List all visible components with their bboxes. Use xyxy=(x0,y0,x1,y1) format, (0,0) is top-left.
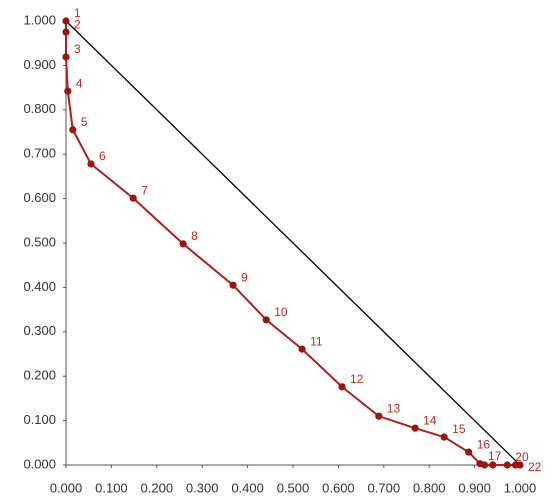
point xyxy=(503,461,511,469)
y-tick-label: 0.600 xyxy=(23,190,56,205)
point xyxy=(338,383,346,391)
point xyxy=(465,448,473,456)
point-label: 9 xyxy=(241,270,248,284)
point-label: 2 xyxy=(74,17,81,31)
x-tick-label: 0.500 xyxy=(277,480,310,495)
x-tick-label: 0.600 xyxy=(322,480,355,495)
point-label: 16 xyxy=(477,437,491,451)
y-tick-label: 0.200 xyxy=(23,368,56,383)
point xyxy=(179,240,187,248)
series-line xyxy=(65,21,520,466)
point-label: 11 xyxy=(310,334,323,348)
x-tick-label: 0.800 xyxy=(413,480,446,495)
point xyxy=(516,461,524,469)
point xyxy=(62,28,70,36)
y-tick-label: 0.700 xyxy=(23,146,56,161)
point xyxy=(62,53,70,61)
y-tick-label: 0.100 xyxy=(23,412,56,427)
point xyxy=(298,345,306,353)
point-label: 15 xyxy=(452,422,466,436)
point-label: 22 xyxy=(528,460,542,474)
point-label: 10 xyxy=(274,305,288,319)
point xyxy=(62,17,70,25)
point-label: 7 xyxy=(141,183,148,197)
point xyxy=(375,412,383,420)
y-tick-label: 0.400 xyxy=(23,279,56,294)
point xyxy=(87,160,95,168)
point-label: 4 xyxy=(76,76,83,90)
x-tick-label: 0.100 xyxy=(95,480,128,495)
y-tick-label: 0.800 xyxy=(23,101,56,116)
x-tick-label: 0.400 xyxy=(231,480,264,495)
point xyxy=(411,424,419,432)
point xyxy=(129,194,137,202)
point-label: 3 xyxy=(74,42,81,56)
point-label: 13 xyxy=(387,401,401,415)
point-label: 12 xyxy=(350,372,364,386)
point xyxy=(229,281,237,289)
y-tick-label: 0.500 xyxy=(23,234,56,249)
x-tick-label: 0.000 xyxy=(50,480,83,495)
point-label: 5 xyxy=(81,115,88,129)
x-tick-label: 0.300 xyxy=(186,480,219,495)
point xyxy=(69,126,77,134)
x-tick-label: 1.000 xyxy=(504,480,537,495)
y-tick-label: 0.900 xyxy=(23,57,56,72)
y-tick-label: 1.000 xyxy=(23,12,56,27)
point xyxy=(480,461,489,469)
point xyxy=(64,87,72,95)
y-tick-label: 0.000 xyxy=(23,456,56,471)
point-label: 20 xyxy=(515,450,529,464)
x-tick-label: 0.200 xyxy=(141,480,174,495)
point xyxy=(262,316,270,324)
point-label: 1 xyxy=(74,6,81,20)
point-label: 6 xyxy=(99,149,106,163)
point-label: 14 xyxy=(423,413,437,427)
point xyxy=(440,433,448,441)
y-tick-label: 0.300 xyxy=(23,323,56,338)
x-tick-label: 0.700 xyxy=(368,480,401,495)
reference-line xyxy=(65,20,521,466)
point-label: 8 xyxy=(191,229,198,243)
point-label: 17 xyxy=(488,449,502,463)
point xyxy=(489,461,497,469)
x-tick-label: 0.900 xyxy=(458,480,491,495)
